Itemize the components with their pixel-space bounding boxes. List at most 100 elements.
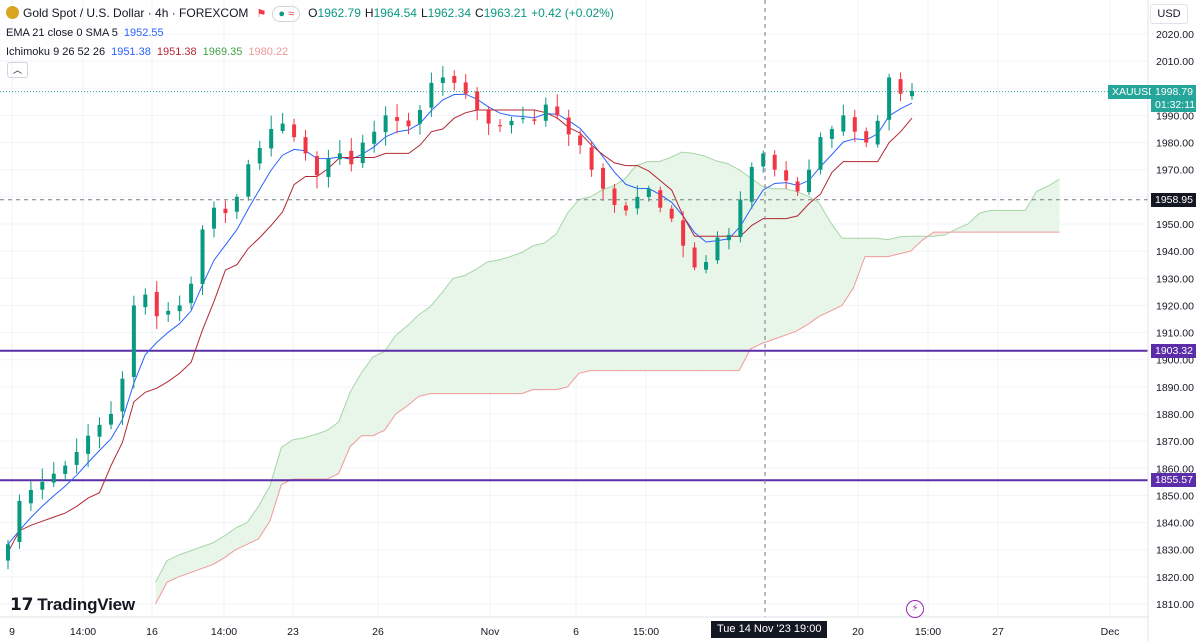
cloud-segment <box>704 156 717 371</box>
cloud-segment <box>407 314 419 406</box>
candle-body <box>383 115 388 133</box>
cloud-segment <box>842 238 854 306</box>
candle-body <box>314 156 319 176</box>
level-high-tag[interactable]: 1903.32 <box>1151 343 1196 358</box>
low-label: L <box>420 6 428 20</box>
cloud-segment <box>967 213 980 233</box>
cloud-segment <box>670 152 682 371</box>
indicator-lines <box>7 93 913 553</box>
market-status-icon: ≈ <box>288 8 295 20</box>
last-price-tag: 1998.79 <box>1151 84 1196 99</box>
candle-body <box>406 120 411 127</box>
cloud-segment <box>350 372 362 447</box>
ema-legend[interactable]: EMA 21 close 0 SMA 5 1952.55 <box>6 27 170 39</box>
candle-body <box>223 208 228 214</box>
candle-body <box>829 129 834 139</box>
candle-body <box>841 115 846 132</box>
cloud-segment <box>624 165 637 371</box>
tradingview-name: TradingView <box>37 595 135 614</box>
ichimoku-legend[interactable]: Ichimoku 9 26 52 26 1951.38 1951.38 1969.35… <box>6 46 294 58</box>
cloud-segment <box>155 560 167 604</box>
level-low-tag[interactable]: 1855.57 <box>1151 473 1196 488</box>
candle-body <box>601 168 606 189</box>
candle-body <box>898 79 903 94</box>
cloud-segment <box>590 190 602 371</box>
y-tick-label: 1850.00 <box>1156 490 1194 502</box>
cloud-segment <box>979 210 991 233</box>
y-tick-label: 1880.00 <box>1156 409 1194 421</box>
candle-body <box>807 169 812 193</box>
tradingview-logo[interactable]: 𝟭𝟳 TradingView <box>10 595 135 615</box>
cloud-segment <box>453 275 465 394</box>
candle-body <box>326 158 331 177</box>
candle-body <box>669 208 674 219</box>
cloud-segment <box>659 157 671 371</box>
cloud-segment <box>258 485 270 539</box>
ichimoku-span-a-value: 1969.35 <box>202 46 243 58</box>
cloud-segment <box>807 196 820 325</box>
candle-body <box>349 150 354 165</box>
y-tick-label: 1990.00 <box>1156 110 1194 122</box>
cloud-segment <box>327 422 339 480</box>
cloud-segment <box>1002 210 1014 233</box>
cloud-segment <box>361 357 373 436</box>
y-tick-label: 1910.00 <box>1156 328 1194 340</box>
candle-body <box>486 110 491 124</box>
change-value: +0.42 (+0.02%) <box>531 6 614 20</box>
candle-body <box>875 120 880 145</box>
gold-coin-icon <box>6 6 19 19</box>
cloud-segment <box>224 528 236 558</box>
candle-body <box>910 91 914 97</box>
symbol-legend[interactable]: Gold Spot / U.S. Dollar · 4h · FOREXCOM ⚑… <box>6 6 618 22</box>
cloud-segment <box>475 262 488 394</box>
cloud-segment <box>544 234 557 390</box>
cloud-segment <box>819 202 831 317</box>
y-tick-label: 1870.00 <box>1156 436 1194 448</box>
x-tick-label: 9 <box>9 626 15 638</box>
cloud-segment <box>601 186 614 371</box>
currency-selector[interactable]: USD <box>1150 4 1188 24</box>
cloud-segment <box>876 238 888 257</box>
ichimoku-conversion-value: 1951.38 <box>111 46 151 58</box>
cloud-segment <box>990 210 1003 233</box>
candle-body <box>108 414 113 425</box>
candlesticks <box>6 66 914 570</box>
candle-body <box>864 131 869 143</box>
crosshair-time-label: Tue 14 Nov '23 19:00 <box>711 621 828 638</box>
candle-body <box>211 207 216 229</box>
cloud-segment <box>853 238 865 288</box>
candle-body <box>509 120 514 126</box>
cloud-segment <box>189 547 202 573</box>
symbol-price-tag: XAUUSD <box>1108 84 1160 99</box>
symbol-title[interactable]: Gold Spot / U.S. Dollar · 4h · FOREXCOM <box>23 6 249 20</box>
cloud-segment <box>384 335 396 431</box>
candle-body <box>463 82 468 94</box>
y-tick-label: 1970.00 <box>1156 165 1194 177</box>
candle-body <box>784 170 789 181</box>
cloud-segment <box>910 236 923 252</box>
candle-body <box>532 119 537 121</box>
candle-body <box>86 435 91 454</box>
candle-body <box>646 188 651 197</box>
candle-body <box>738 199 743 238</box>
tradingview-mark-icon: 𝟭𝟳 <box>10 595 34 614</box>
cloud-segment <box>681 152 694 371</box>
collapse-legend-button[interactable]: ︿ <box>7 62 28 78</box>
cloud-segment <box>166 555 179 583</box>
cloud-segment <box>338 392 351 474</box>
candle-body <box>63 465 68 474</box>
flag-icon[interactable]: ⚑ <box>256 8 267 20</box>
candle-body <box>818 137 823 170</box>
market-open-dot-icon: ● <box>278 8 286 20</box>
horizontal-levels <box>0 349 1148 482</box>
x-tick-label: Dec <box>1101 626 1120 638</box>
candle-body <box>440 77 445 84</box>
leading-span-b-line <box>155 231 1060 605</box>
cloud-segment <box>304 434 316 480</box>
y-tick-label: 2010.00 <box>1156 56 1194 68</box>
y-tick-label: 1920.00 <box>1156 300 1194 312</box>
lightning-icon[interactable]: ⚡ <box>906 600 924 618</box>
candle-body <box>372 131 377 144</box>
market-status-pill[interactable]: ● ≈ <box>272 6 301 22</box>
